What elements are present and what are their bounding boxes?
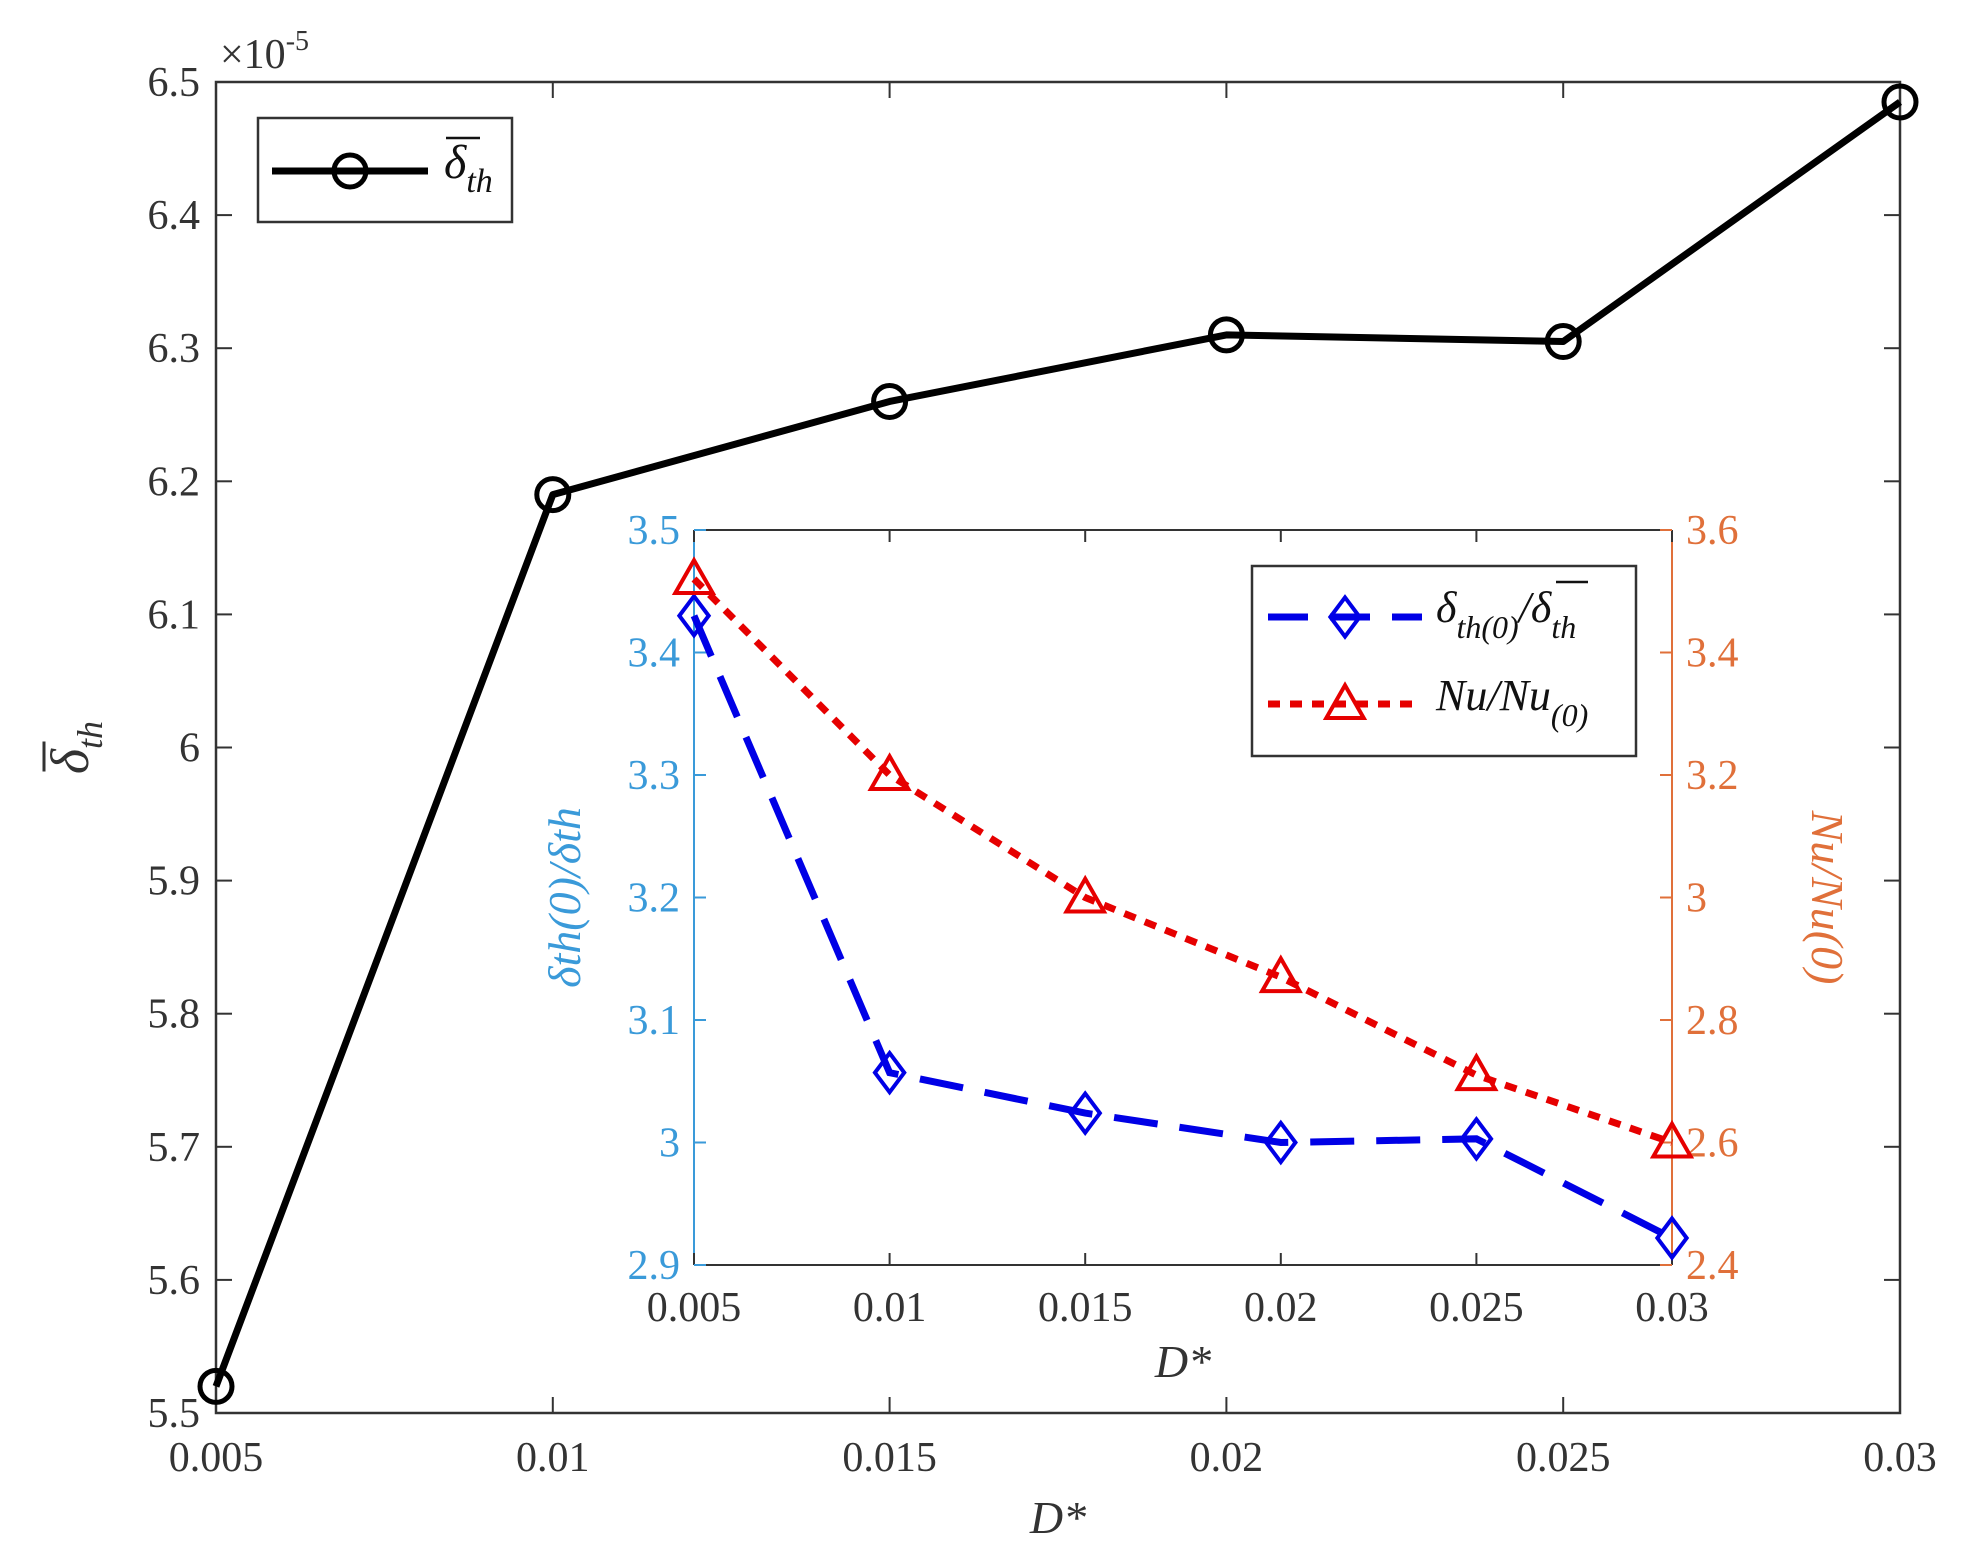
inset-right-label-text: Nu/Nu(0) (1802, 810, 1853, 985)
inset-series-marker-0 (1654, 1215, 1690, 1261)
inset-left-tick-label: 3.3 (628, 753, 681, 799)
inset-x-tick-label: 0.025 (1429, 1285, 1524, 1331)
inset-x-label-text: D* (1154, 1336, 1211, 1387)
main-y-label: δth (40, 721, 110, 774)
inset-legend-0-sub1: th(0) (1456, 609, 1518, 645)
main-y-tick-label: 6.1 (148, 592, 201, 638)
main-series-marker (1544, 323, 1582, 361)
main-legend-marker (331, 152, 369, 190)
main-y-tick-label: 5.5 (148, 1391, 201, 1437)
inset-x-tick-label: 0.01 (853, 1285, 927, 1331)
inset-x-tick-label: 0.03 (1635, 1285, 1709, 1331)
inset-right-tick-label: 3.6 (1686, 508, 1739, 554)
main-x-tick-label: 0.01 (516, 1435, 590, 1481)
inset-x-tick-label: 0.005 (647, 1285, 742, 1331)
inset-series-marker-1 (1649, 1119, 1695, 1159)
inset-series-marker-0 (676, 592, 712, 639)
main-y-tick-label: 5.9 (148, 859, 201, 905)
inset-x-tick-label: 0.015 (1038, 1285, 1133, 1331)
inset-legend-0-mid: /δ (1516, 583, 1553, 632)
inset-left-tick-label: 2.9 (628, 1243, 681, 1289)
exponent-power: -5 (286, 26, 309, 57)
inset-left-tick-label: 3.5 (628, 508, 681, 554)
main-x-tick-label: 0.03 (1863, 1435, 1937, 1481)
main-y-tick-label: 5.7 (148, 1125, 201, 1171)
inset-series-marker-1 (1454, 1052, 1499, 1092)
main-x-tick-label: 0.025 (1516, 1435, 1611, 1481)
main-y-tick-label: 6.3 (148, 326, 201, 372)
main-legend-label: δth (444, 136, 493, 200)
main-series-marker (1207, 316, 1245, 354)
inset-right-tick-label: 2.8 (1686, 998, 1739, 1044)
inset-left-label: δth(0)/δth (539, 807, 590, 988)
inset-right-tick-label: 3.2 (1686, 753, 1739, 799)
main-x-tick-label: 0.02 (1190, 1435, 1264, 1481)
inset-legend-label-1: Nu/Nu(0) (1435, 671, 1588, 733)
inset-right-tick-label: 2.6 (1686, 1121, 1739, 1167)
main-y-tick-label: 5.6 (148, 1258, 201, 1304)
inset-left-tick-label: 3.2 (628, 876, 681, 922)
main-y-exponent: ×10-5 (220, 26, 309, 78)
inset-left-tick-label: 3.1 (628, 998, 681, 1044)
inset-left-label-text: δth(0)/δth (539, 807, 590, 988)
inset-right-label: Nu/Nu(0) (1802, 810, 1853, 985)
inset-legend-marker-1 (1322, 681, 1368, 721)
main-series-marker (871, 382, 909, 420)
inset-legend-label-0: δth(0)/δth (1436, 583, 1576, 645)
inset-axes: 0.005 0.01 0.015 0.02 0.025 0.03 2.9 3 3.1 3.2 3.3… (539, 508, 1853, 1387)
main-series-marker (1881, 83, 1919, 121)
inset-series-marker-1 (1258, 954, 1303, 994)
inset-series-marker-0 (1459, 1115, 1494, 1162)
main-x-tick-label: 0.015 (842, 1435, 937, 1481)
inset-series-marker-1 (1063, 874, 1108, 914)
inset-series-marker-1 (671, 556, 717, 596)
main-legend-sub: th (466, 163, 492, 200)
inset-series-marker-0 (1263, 1119, 1298, 1166)
inset-right-tick-label: 3.4 (1686, 631, 1739, 677)
main-x-label: D* (1029, 1492, 1086, 1543)
inset-right-tick-label: 3 (1686, 876, 1707, 922)
main-series-line (212, 99, 1903, 1388)
main-y-tick-label: 6.4 (148, 193, 201, 239)
inset-legend-marker-0 (1327, 594, 1363, 640)
inset-series-marker-0 (1068, 1090, 1103, 1136)
inset-series-marker-0 (872, 1049, 907, 1096)
inset-legend-0-sub2: th (1551, 609, 1576, 645)
inset-right-tick-label: 2.4 (1686, 1243, 1739, 1289)
main-y-tick-label: 6 (179, 726, 200, 772)
inset-left-tick-label: 3 (659, 1121, 680, 1167)
main-legend-symbol: δ (444, 136, 467, 189)
main-y-label-text: δth (40, 721, 110, 774)
inset-series-line-0 (690, 614, 1674, 1242)
inset-legend-0-sym: δ (1436, 583, 1458, 632)
main-y-label-symbol: δ (40, 748, 100, 774)
inset-series-line-1 (691, 576, 1674, 1146)
inset-x-tick-label: 0.02 (1244, 1285, 1318, 1331)
main-legend: δth (256, 116, 514, 224)
inset-left-tick-label: 3.4 (628, 631, 681, 677)
main-series-marker (534, 476, 572, 514)
inset-x-label: D* (1154, 1336, 1211, 1387)
inset-legend-box (1250, 564, 1638, 758)
exponent-base: ×10 (220, 32, 286, 78)
main-series-marker (197, 1367, 235, 1405)
main-y-tick-label: 6.5 (148, 60, 201, 106)
inset-legend-1-sub: (0) (1551, 697, 1588, 733)
main-x-tick-label: 0.005 (169, 1435, 264, 1481)
main-y-tick-label: 6.2 (148, 459, 201, 505)
inset-series-marker-1 (867, 752, 912, 792)
main-x-label-text: D* (1029, 1492, 1086, 1543)
main-y-label-sub: th (70, 721, 110, 749)
main-y-tick-label: 5.8 (148, 992, 201, 1038)
inset-legend-1-text: Nu/Nu (1435, 671, 1551, 720)
